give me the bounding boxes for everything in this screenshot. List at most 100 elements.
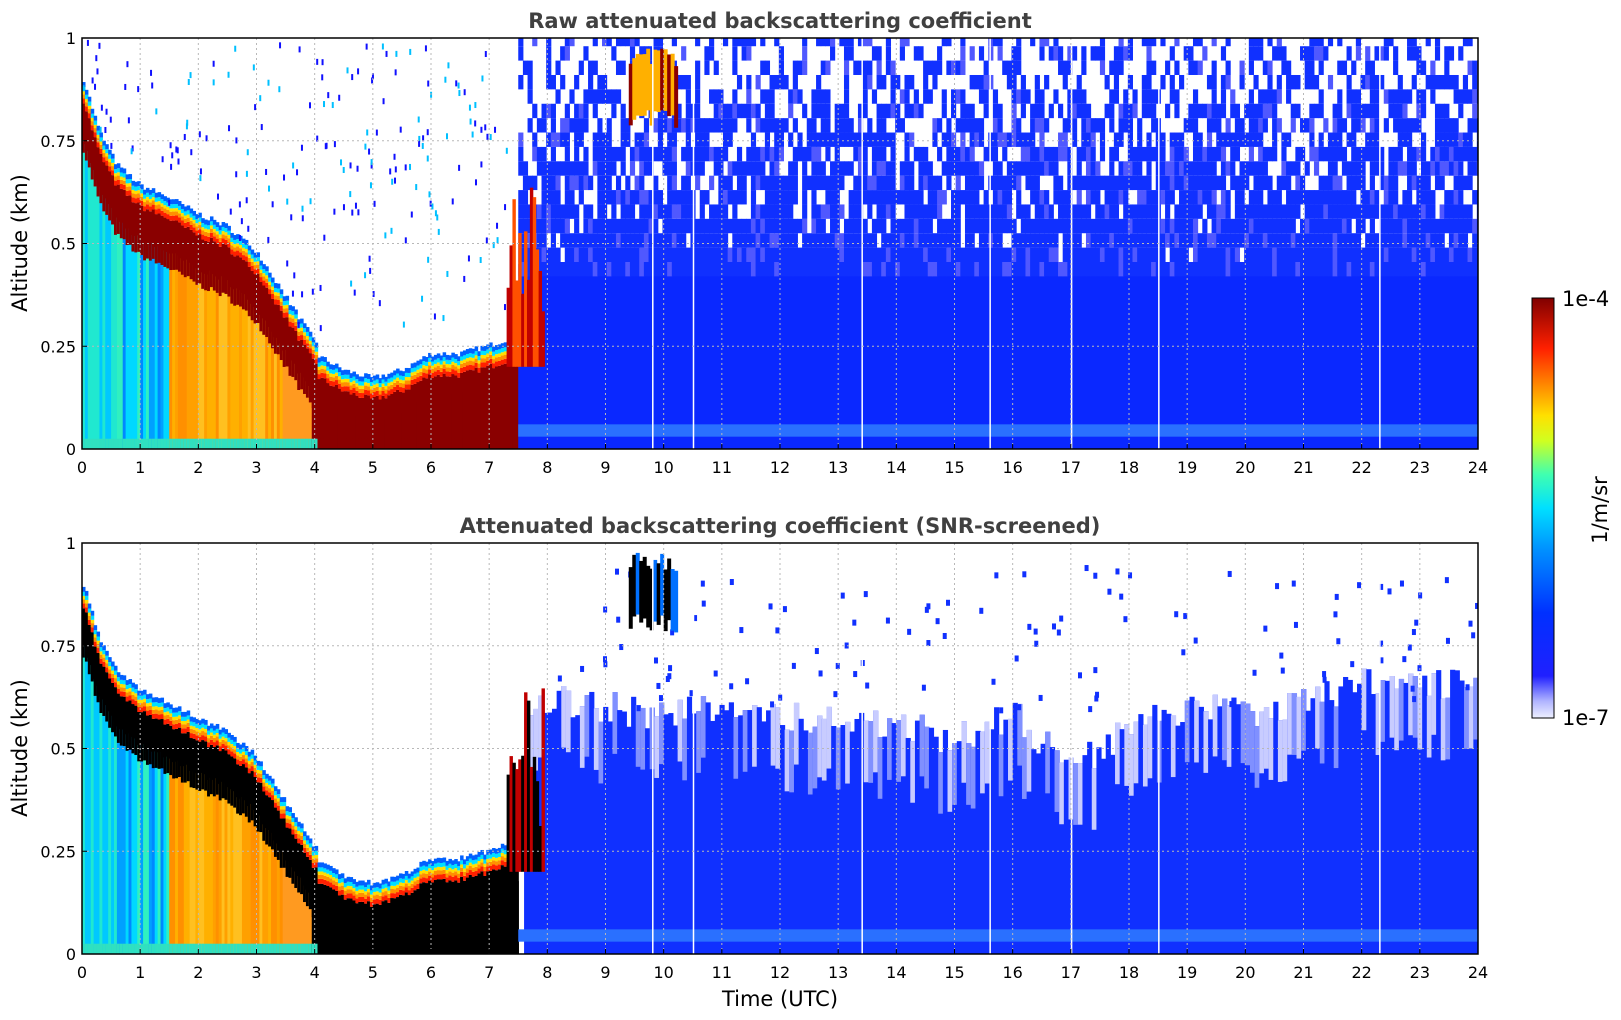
cloud-fringe [285, 300, 290, 305]
noise-cell [713, 118, 719, 133]
surface-strip [355, 943, 359, 954]
cloud-fringe [410, 876, 415, 881]
noise-cell [1174, 103, 1180, 119]
noise-cell [1346, 190, 1352, 205]
noise-cell [1216, 175, 1222, 191]
noise-cell [574, 118, 580, 133]
cloud-fringe [349, 881, 354, 887]
cloud-fringe [433, 354, 438, 360]
noise-cell [1146, 190, 1152, 205]
noise-cell [825, 118, 831, 133]
noise-cell [597, 247, 603, 262]
cloud-fringe [294, 318, 298, 322]
noise-cell [1369, 161, 1375, 176]
noise-cell [1407, 132, 1413, 147]
cloud-core [140, 205, 144, 256]
noise-cell [629, 233, 636, 248]
noise-cell [550, 132, 556, 147]
cloud-fringe [244, 244, 249, 249]
noise-cell [750, 38, 757, 47]
noise-cell [1448, 218, 1455, 234]
cloud-fringe [425, 878, 429, 884]
cloud-fringe [369, 897, 374, 902]
noise-cell [1239, 132, 1245, 147]
cloud-fringe [122, 684, 127, 688]
cloud-fringe [108, 662, 112, 667]
noise-cell [560, 74, 566, 90]
cloud-fringe [212, 219, 217, 225]
noise-speck [286, 198, 289, 205]
noise-cell [783, 204, 789, 219]
noise-cell [778, 146, 784, 162]
noise-cell [1025, 233, 1031, 248]
cloud-fringe [119, 179, 124, 184]
noise-cell [1439, 132, 1445, 147]
cloud-fringe [425, 369, 429, 374]
noise-cell [1244, 218, 1250, 234]
noise-cell [909, 175, 915, 191]
noise-cell [732, 103, 738, 119]
cloud-fringe [460, 351, 464, 357]
cloud-fringe [82, 586, 86, 592]
noise-cell [764, 247, 771, 262]
noise-cell [857, 146, 864, 162]
cloud-fringe [308, 331, 313, 337]
cloud-fringe [157, 703, 162, 708]
cloud-fringe [192, 729, 197, 734]
cloud-fringe [462, 366, 467, 372]
cloud-core [247, 266, 252, 317]
noise-cell [811, 89, 817, 104]
noise-cell [1388, 190, 1394, 205]
cloud-fringe [172, 724, 176, 730]
cloud-fringe [332, 369, 336, 374]
noise-cell [699, 132, 705, 147]
cloud-fringe [300, 335, 304, 340]
noise-cell [867, 132, 873, 147]
noise-cell [969, 161, 975, 176]
noise-cell [1053, 261, 1059, 277]
noise-speck [474, 102, 477, 109]
cloud-fringe [477, 360, 482, 364]
data-cell [102, 699, 106, 954]
noise-cell [1253, 118, 1259, 133]
cloud-fringe [454, 871, 458, 876]
surface-strip [145, 943, 150, 954]
noise-cell [1216, 233, 1222, 248]
cloud-core [195, 235, 199, 285]
noise-cell [923, 261, 929, 277]
noise-cell [1425, 218, 1431, 234]
data-cell [134, 738, 138, 954]
noise-speck [426, 129, 429, 136]
noise-cell [904, 146, 910, 162]
noise-speck [247, 225, 250, 232]
noise-cell [1132, 175, 1138, 191]
noise-cell [1383, 204, 1389, 219]
noise-cell [1420, 190, 1427, 205]
noise-cell [713, 161, 719, 176]
noise-cell [764, 60, 771, 75]
noise-cell [727, 190, 733, 205]
cloud-fringe [230, 747, 234, 752]
cloud-fringe [288, 317, 292, 322]
noise-cell [1081, 46, 1087, 61]
noise-cell [1085, 218, 1092, 234]
cloud-fringe [317, 374, 322, 380]
noise-cell [522, 60, 529, 75]
noise-cell [909, 218, 915, 234]
noise-cell [1393, 146, 1399, 162]
noise-cell [1030, 190, 1036, 205]
noise-cell [1118, 190, 1124, 205]
noise-cell [1039, 161, 1045, 176]
cloud-fringe [163, 201, 167, 206]
noise-cell [1355, 89, 1362, 104]
noise-cell [592, 103, 598, 119]
noise-cell [913, 261, 919, 277]
noise-cell [713, 146, 719, 162]
cloud-fringe [151, 702, 156, 707]
cloud-fringe [111, 153, 115, 159]
noise-cell [778, 190, 784, 205]
noise-cell [1258, 218, 1264, 234]
noise-cell [1309, 146, 1315, 162]
noise-cell [1179, 261, 1185, 277]
noise-cell [992, 190, 999, 205]
